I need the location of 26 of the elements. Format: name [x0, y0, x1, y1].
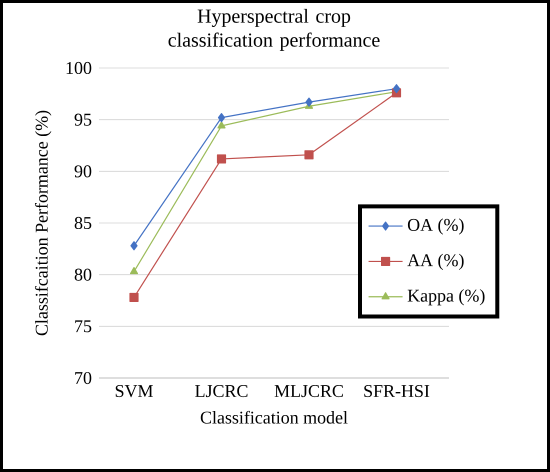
- x-tick-label: SFR-HSI: [364, 385, 430, 398]
- point: [305, 98, 313, 107]
- point: [304, 150, 314, 160]
- y-tick-label: 70: [75, 372, 92, 384]
- point: [130, 266, 138, 274]
- point: [392, 84, 400, 94]
- y-tick-label: 100: [66, 62, 92, 74]
- x-tick-label: MLJCRC: [274, 385, 343, 398]
- x-tick-label: LJCRC: [195, 385, 248, 398]
- x-tick-label: SVM: [116, 385, 153, 398]
- point: [130, 241, 138, 250]
- chart-title: Hyperspectral crop classification performance: [168, 8, 380, 51]
- y-tick-label: 75: [75, 320, 92, 332]
- y-axis-title: Classifcaition Performance (%): [34, 110, 52, 336]
- point: [216, 154, 226, 164]
- legend-label: Kappa (%): [408, 289, 485, 306]
- x-axis-title: Classification model: [200, 410, 348, 424]
- point: [218, 113, 226, 122]
- y-tick-label: 90: [74, 165, 92, 178]
- y-tick-label: 95: [74, 114, 92, 126]
- point: [217, 121, 226, 128]
- y-tick-label: 80: [74, 268, 92, 281]
- y-tick-label: 85: [74, 216, 92, 230]
- point: [129, 292, 139, 302]
- legend-label: AA (%): [407, 254, 464, 270]
- legend-label: OA (%): [408, 218, 464, 235]
